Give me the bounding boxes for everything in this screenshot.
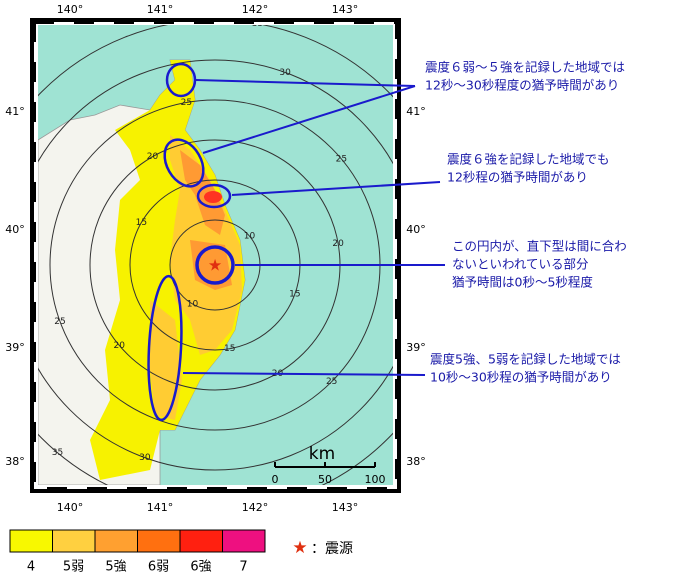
contour-label: 35 bbox=[52, 448, 63, 458]
epicenter-circle bbox=[195, 245, 235, 285]
axis-label: 141° bbox=[147, 501, 174, 514]
contour-label: 35 bbox=[252, 19, 263, 29]
legend-label: 6弱 bbox=[148, 560, 169, 575]
legend-label: 6強 bbox=[190, 560, 211, 575]
contour-label: 25 bbox=[54, 317, 65, 327]
annotation-text: 10秒～30秒程の猶予時間があり bbox=[430, 370, 612, 385]
legend-swatch bbox=[179, 529, 223, 553]
annotation-text: この円内が、直下型は間に合わ bbox=[452, 239, 627, 254]
legend-epicenter: ：震源 bbox=[311, 541, 353, 557]
axis-label: 38° bbox=[406, 455, 426, 468]
contour-label: 30 bbox=[17, 190, 29, 200]
scale-label: 0 bbox=[272, 473, 279, 486]
contour-label: 30 bbox=[402, 331, 414, 341]
contour-label: 15 bbox=[224, 344, 235, 354]
legend-swatch bbox=[222, 529, 266, 553]
axis-label: 143° bbox=[332, 3, 359, 16]
legend-label: 5弱 bbox=[63, 560, 84, 575]
epicenter-star: ★ bbox=[208, 256, 222, 275]
shaking-area-6-strong bbox=[204, 191, 222, 203]
contour-label: 30 bbox=[139, 453, 151, 463]
axis-label: 142° bbox=[242, 3, 269, 16]
axis-label: 41° bbox=[5, 105, 25, 118]
contour-label: 15 bbox=[289, 290, 300, 300]
contour-label: 15 bbox=[136, 218, 147, 228]
legend-label: 5強 bbox=[105, 560, 126, 575]
annotation-text: 猶予時間は0秒～5秒程度 bbox=[452, 275, 593, 290]
legend-swatch bbox=[94, 529, 138, 553]
legend-swatch bbox=[137, 529, 181, 553]
legend-label: 4 bbox=[27, 560, 35, 575]
contour-label: 30 bbox=[279, 68, 291, 78]
arrow bbox=[202, 85, 416, 154]
region-ellipse bbox=[165, 62, 197, 98]
axis-label: 142° bbox=[242, 501, 269, 514]
contour-label: 20 bbox=[147, 152, 159, 162]
legend-label: 7 bbox=[239, 560, 247, 575]
arrow bbox=[231, 181, 441, 196]
axis-label: 39° bbox=[406, 341, 426, 354]
region-ellipse bbox=[163, 138, 205, 188]
contour-label: 10 bbox=[244, 232, 256, 242]
scale-unit: km bbox=[309, 444, 335, 464]
axis-label: 40° bbox=[406, 223, 426, 236]
legend-swatch bbox=[52, 529, 96, 553]
axis-label: 140° bbox=[57, 3, 84, 16]
region-ellipse bbox=[196, 183, 232, 209]
contour-label: 10 bbox=[187, 299, 199, 309]
contour-label: 35 bbox=[0, 138, 9, 148]
arrow bbox=[182, 372, 426, 376]
contour-label: 25 bbox=[181, 98, 192, 108]
axis-label: 38° bbox=[5, 455, 25, 468]
axis-label: 141° bbox=[147, 3, 174, 16]
scale-label: 50 bbox=[318, 473, 332, 486]
scale-label: 100 bbox=[365, 473, 386, 486]
legend-swatch bbox=[9, 529, 53, 553]
axis-label: 143° bbox=[332, 501, 359, 514]
contour-line bbox=[38, 59, 393, 471]
axis-label: 40° bbox=[5, 223, 25, 236]
annotation-text: 震度６弱～５強を記録した地域では bbox=[425, 60, 625, 75]
contour-label: 25 bbox=[326, 377, 337, 387]
annotation-text: 震度６強を記録した地域でも bbox=[447, 152, 610, 167]
arrow bbox=[195, 79, 416, 87]
annotation-text: 12秒程の猶予時間があり bbox=[447, 170, 588, 185]
axis-label: 140° bbox=[57, 501, 84, 514]
contour-label: 25 bbox=[336, 154, 347, 164]
contour-label: 20 bbox=[332, 239, 344, 249]
axis-label: 41° bbox=[406, 105, 426, 118]
region-ellipse bbox=[147, 274, 183, 422]
annotation-text: ないといわれている部分 bbox=[452, 257, 589, 272]
shaking-area-4 bbox=[90, 60, 245, 480]
annotation-text: 12秒～30秒程度の猶予時間があり bbox=[425, 78, 619, 93]
legend-star: ★ bbox=[292, 538, 307, 558]
axis-label: 39° bbox=[5, 341, 25, 354]
annotation-text: 震度5強、5弱を記録した地域では bbox=[430, 352, 621, 367]
contour-label: 20 bbox=[114, 341, 126, 351]
